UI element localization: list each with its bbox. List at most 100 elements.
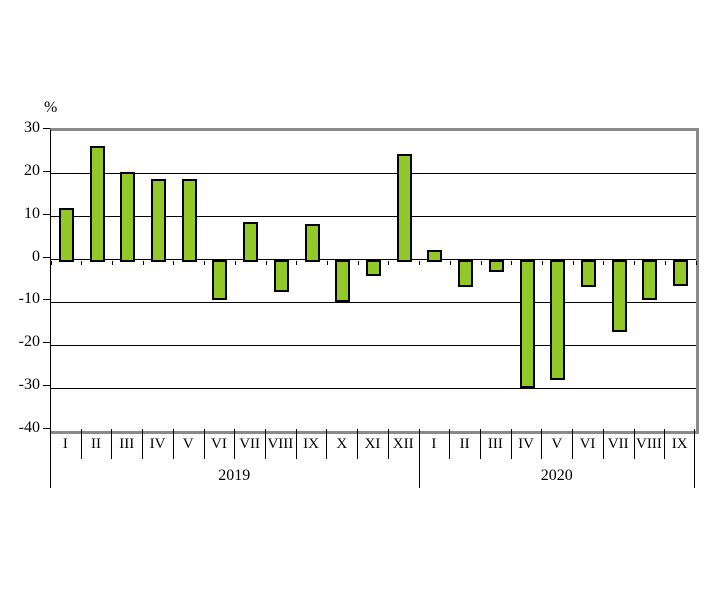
x-axis-tick bbox=[173, 260, 175, 265]
bar-II bbox=[89, 146, 105, 262]
bar-VII bbox=[243, 222, 259, 262]
y-axis-label: -10 bbox=[18, 290, 40, 308]
bar-IX bbox=[673, 259, 689, 286]
bar-VIII bbox=[642, 259, 658, 301]
month-separator bbox=[602, 429, 604, 459]
x-axis-month-label: II bbox=[91, 436, 102, 452]
x-axis-tick bbox=[111, 260, 113, 265]
x-axis-month-label: VII bbox=[239, 436, 261, 452]
year-separator bbox=[694, 429, 695, 488]
x-axis-tick bbox=[204, 260, 206, 265]
y-axis-label: -20 bbox=[18, 333, 40, 351]
bar-III bbox=[120, 172, 136, 262]
y-axis-label: 30 bbox=[24, 119, 40, 136]
x-axis-month-label: IV bbox=[518, 436, 534, 452]
y-axis-tick bbox=[43, 128, 50, 129]
bar-IV bbox=[151, 179, 166, 262]
x-axis-tick bbox=[664, 260, 666, 265]
x-axis-tick bbox=[511, 260, 513, 265]
month-separator bbox=[664, 429, 666, 459]
month-separator bbox=[111, 429, 113, 459]
x-axis-tick bbox=[81, 260, 83, 265]
month-separator bbox=[572, 429, 574, 459]
x-axis-tick bbox=[695, 260, 697, 265]
month-separator bbox=[203, 429, 205, 459]
bar-II bbox=[458, 259, 474, 287]
plot-area bbox=[50, 128, 699, 434]
month-separator bbox=[480, 429, 481, 459]
bar-VIII bbox=[273, 259, 289, 293]
bar-XII bbox=[396, 153, 412, 262]
y-axis-unit-label: % bbox=[44, 99, 58, 116]
month-separator bbox=[633, 429, 635, 459]
month-separator bbox=[510, 429, 512, 459]
x-axis-month-label: X bbox=[336, 436, 348, 452]
x-axis-tick bbox=[419, 260, 421, 265]
x-axis-month-label: VIII bbox=[636, 436, 662, 452]
x-axis-tick bbox=[50, 260, 52, 265]
x-axis-month-label: II bbox=[459, 436, 470, 452]
x-axis-tick bbox=[296, 260, 298, 265]
x-axis-month-label: VII bbox=[607, 436, 629, 452]
bar-V bbox=[550, 259, 566, 381]
x-axis-month-label: IX bbox=[303, 436, 319, 452]
y-axis-tick bbox=[43, 256, 50, 258]
x-axis-tick bbox=[234, 260, 236, 265]
y-axis-label: -30 bbox=[18, 376, 40, 394]
x-axis-tick bbox=[634, 260, 636, 265]
y-axis-tick bbox=[43, 342, 50, 344]
y-axis-tick bbox=[43, 170, 50, 172]
y-axis-label: 20 bbox=[24, 161, 40, 179]
x-axis-month-label: III bbox=[487, 436, 503, 452]
x-axis-month-label: V bbox=[182, 436, 194, 452]
bar-III bbox=[488, 259, 504, 272]
x-axis-month-label: XII bbox=[392, 436, 414, 452]
x-axis-tick bbox=[603, 260, 605, 265]
bar-I bbox=[58, 207, 74, 262]
gridline bbox=[51, 216, 696, 218]
month-separator bbox=[142, 429, 144, 459]
gridline bbox=[51, 173, 696, 175]
month-separator bbox=[541, 429, 543, 459]
y-axis-tick bbox=[43, 428, 50, 429]
month-separator bbox=[357, 429, 359, 459]
bar-VI bbox=[212, 259, 228, 300]
y-axis-tick bbox=[43, 213, 50, 215]
bar-XI bbox=[366, 259, 381, 276]
x-axis-month-label: VI bbox=[579, 436, 596, 452]
gridline bbox=[51, 344, 696, 346]
month-separator bbox=[80, 429, 82, 459]
x-axis-month-label: V bbox=[551, 436, 563, 452]
gridline bbox=[51, 301, 696, 303]
bar-VI bbox=[581, 259, 596, 288]
gridline bbox=[51, 387, 696, 389]
x-axis-tick bbox=[449, 260, 451, 265]
y-axis-tick bbox=[43, 299, 50, 301]
x-axis-month-label: I bbox=[431, 436, 437, 452]
y-axis-label: -40 bbox=[18, 419, 40, 436]
x-axis-month-label: III bbox=[119, 436, 135, 452]
month-separator bbox=[172, 429, 174, 459]
x-axis-tick bbox=[357, 260, 359, 265]
x-axis-month-label: IV bbox=[149, 436, 166, 452]
bar-V bbox=[181, 178, 197, 262]
x-axis-tick bbox=[572, 260, 574, 265]
year-separator bbox=[418, 429, 420, 488]
month-separator bbox=[449, 429, 451, 459]
x-axis-tick bbox=[541, 260, 543, 265]
month-separator bbox=[326, 429, 328, 459]
x-axis-month-label: VI bbox=[211, 436, 227, 452]
month-separator bbox=[234, 429, 236, 459]
x-axis-month-label: XI bbox=[364, 436, 381, 452]
x-axis-tick bbox=[326, 260, 328, 265]
x-axis-month-label: VIII bbox=[267, 436, 294, 452]
bar-X bbox=[335, 259, 351, 303]
x-axis-year-label: 2019 bbox=[218, 467, 251, 484]
x-axis-year-label: 2020 bbox=[540, 467, 573, 484]
month-separator bbox=[387, 429, 389, 459]
y-axis-label: 10 bbox=[24, 204, 40, 222]
x-axis-tick bbox=[265, 260, 267, 265]
month-separator bbox=[295, 429, 297, 459]
x-axis-tick bbox=[480, 260, 482, 265]
